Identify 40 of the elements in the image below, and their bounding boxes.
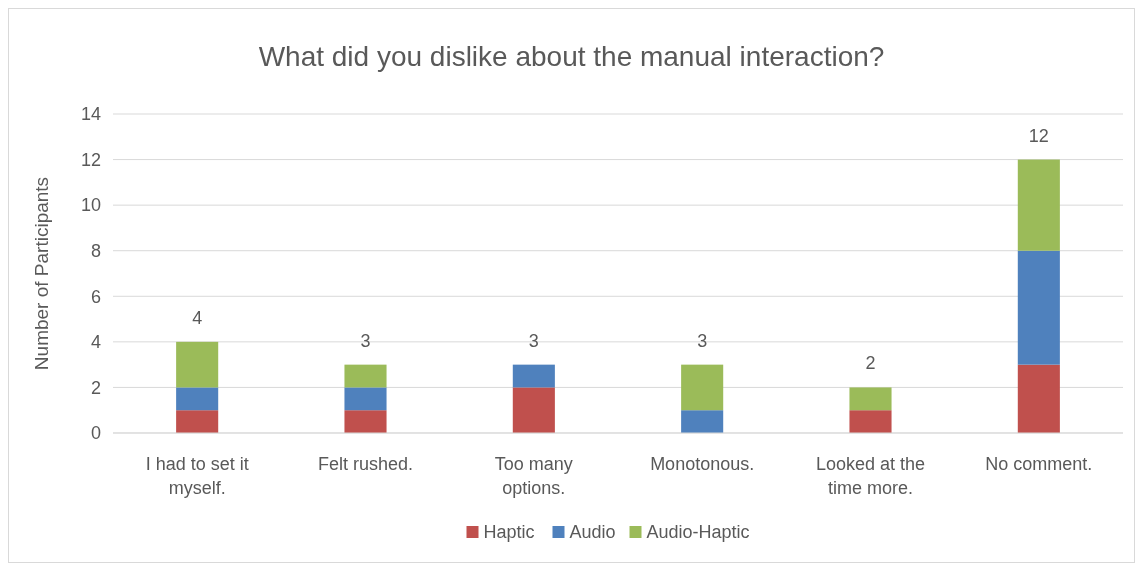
- y-tick-label: 6: [90, 286, 101, 307]
- y-tick-label: 12: [80, 149, 101, 170]
- bar: [344, 410, 387, 433]
- y-tick-label: 4: [90, 332, 101, 353]
- y-axis-title: Number of Participants: [31, 176, 52, 371]
- x-tick-label: Felt rushed.: [317, 454, 414, 474]
- total-label: 3: [360, 330, 371, 351]
- total-label: 12: [1028, 125, 1049, 146]
- bar: [512, 387, 555, 433]
- bar: [849, 387, 892, 411]
- x-tick-label: Too many options.: [494, 454, 573, 498]
- x-tick-label: No comment.: [985, 454, 1093, 474]
- y-tick-label: 14: [80, 104, 101, 125]
- legend-label: Audio: [569, 522, 616, 543]
- chart-title: What did you dislike about the manual interaction?: [258, 41, 885, 72]
- y-tick-label: 2: [90, 377, 101, 398]
- total-label: 4: [192, 307, 203, 328]
- x-tick-label: I had to set it myself.: [145, 454, 249, 498]
- bar: [344, 387, 387, 411]
- total-label: 2: [865, 353, 876, 374]
- bar: [512, 364, 555, 388]
- y-tick-label: 0: [90, 423, 101, 444]
- bar: [849, 410, 892, 433]
- bar: [1017, 250, 1060, 365]
- bar: [681, 364, 724, 411]
- y-tick-label: 10: [80, 195, 101, 216]
- bar: [176, 410, 219, 433]
- bar: [1017, 364, 1060, 433]
- legend-label: Haptic: [483, 522, 535, 543]
- x-tick-label: Looked at the time more.: [815, 454, 926, 498]
- x-tick-label: Monotonous.: [650, 454, 755, 474]
- legend-label: Audio-Haptic: [646, 522, 750, 543]
- bar: [176, 387, 219, 411]
- total-label: 3: [528, 330, 539, 351]
- total-label: 3: [697, 330, 708, 351]
- bar: [176, 341, 219, 388]
- bar: [681, 410, 724, 433]
- bar: [344, 364, 387, 388]
- bar: [1017, 159, 1060, 251]
- y-tick-label: 8: [90, 241, 101, 262]
